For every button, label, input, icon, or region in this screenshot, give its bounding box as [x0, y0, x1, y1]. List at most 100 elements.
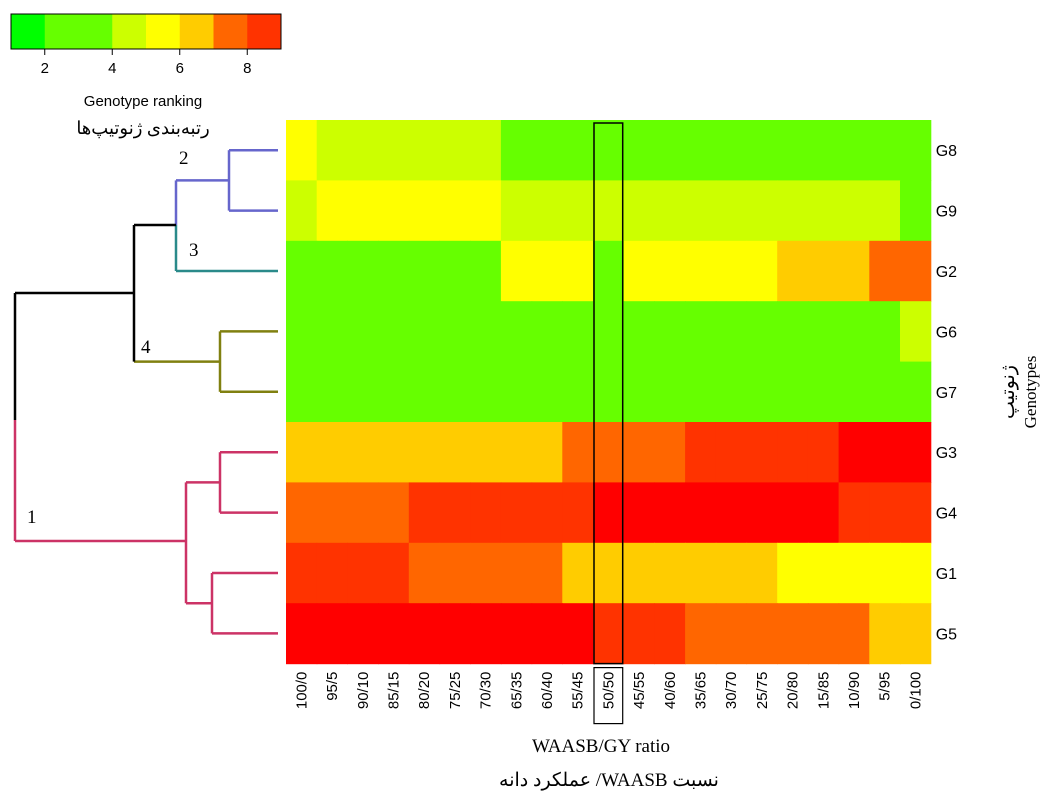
- heatmap-cell: [378, 180, 410, 242]
- heatmap-cell: [654, 120, 686, 181]
- heatmap-cell: [316, 120, 348, 181]
- heatmap-cell: [439, 603, 471, 665]
- heatmap-cell: [746, 120, 778, 181]
- heatmap-cell: [593, 422, 625, 483]
- heatmap-cell: [408, 120, 441, 181]
- heatmap-cell: [500, 361, 533, 423]
- heatmap-cell: [347, 542, 379, 604]
- heatmap-cell: [470, 120, 502, 181]
- heatmap-cell: [838, 301, 870, 363]
- heatmap-cell: [623, 542, 655, 604]
- heatmap-cell: [869, 422, 901, 483]
- column-label: 35/65: [692, 672, 709, 710]
- heatmap-cell: [715, 301, 748, 363]
- column-label: 40/60: [662, 672, 679, 710]
- heatmap-cell: [316, 361, 348, 423]
- color-key-swatch: [213, 14, 248, 49]
- heatmap-cell: [531, 482, 563, 544]
- column-label: 10/90: [846, 672, 863, 710]
- heatmap-cell: [531, 603, 563, 665]
- heatmap-cell: [562, 301, 594, 363]
- color-key: 2 4 6 8: [10, 13, 282, 77]
- heatmap-cell: [746, 180, 778, 242]
- heatmap-cell: [685, 482, 717, 544]
- color-key-swatch: [78, 14, 113, 49]
- row-label: G6: [936, 324, 957, 341]
- heatmap-cell: [347, 301, 379, 363]
- row-label: G2: [936, 264, 957, 281]
- heatmap-cell: [439, 240, 471, 302]
- heatmap-cell: [500, 240, 533, 302]
- heatmap-cell: [408, 482, 441, 544]
- heatmap-cell: [838, 422, 870, 483]
- heatmap-cell: [685, 240, 717, 302]
- heatmap-cell: [286, 542, 318, 604]
- column-label: 60/40: [539, 672, 556, 710]
- column-label: 85/15: [385, 672, 402, 710]
- heatmap-cell: [715, 542, 748, 604]
- heatmap-cell: [869, 361, 901, 423]
- heatmap-cell: [623, 180, 655, 242]
- heatmap-cell: [685, 120, 717, 181]
- heatmap-cell: [316, 422, 348, 483]
- heatmap-cell: [869, 301, 901, 363]
- heatmap-cell: [408, 542, 441, 604]
- heatmap-cell: [838, 361, 870, 423]
- column-label: 75/25: [447, 672, 464, 710]
- heatmap-cell: [286, 361, 318, 423]
- column-label: 80/20: [416, 672, 433, 710]
- heatmap-cell: [531, 180, 563, 242]
- heatmap-cell: [654, 301, 686, 363]
- heatmap-cell: [286, 180, 318, 242]
- heatmap-cell: [562, 240, 594, 302]
- heatmap-cell: [838, 120, 870, 181]
- column-label: 20/80: [785, 672, 802, 710]
- heatmap-cell: [900, 542, 932, 604]
- heatmap-cell: [807, 422, 840, 483]
- heatmap-cell: [838, 482, 870, 544]
- heatmap-cell: [900, 301, 932, 363]
- heatmap-cell: [777, 422, 809, 483]
- heatmap-cell: [500, 301, 533, 363]
- highlight-label-box: [593, 666, 624, 725]
- heatmap-cell: [500, 422, 533, 483]
- heatmap-cell: [378, 120, 410, 181]
- heatmap-cell: [408, 240, 441, 302]
- heatmap-cell: [715, 180, 748, 242]
- heatmap-cell: [562, 180, 594, 242]
- cluster-label: 3: [189, 240, 199, 261]
- heatmap-cell: [746, 301, 778, 363]
- color-key-swatch: [44, 14, 79, 49]
- heatmap-cell: [378, 482, 410, 544]
- heatmap-cell: [593, 361, 625, 423]
- column-label: 90/10: [355, 672, 372, 710]
- heatmap-cell: [470, 240, 502, 302]
- heatmap-cell: [439, 180, 471, 242]
- heatmap-cell: [593, 603, 625, 665]
- heatmap-cell: [593, 542, 625, 604]
- column-labels: 100/0 95/5 90/10 85/15 80/20 75/25 70/30 65/35 6…: [293, 672, 924, 710]
- heatmap-cell: [470, 361, 502, 423]
- heatmap-cell: [623, 240, 655, 302]
- heatmap-cell: [378, 240, 410, 302]
- heatmap-cell: [316, 240, 348, 302]
- heatmap-cell: [439, 361, 471, 423]
- heatmap-cell: [286, 603, 318, 665]
- cluster-label: 4: [141, 337, 151, 358]
- heatmap-cell: [685, 422, 717, 483]
- color-key-tick-label: 4: [108, 60, 116, 77]
- heatmap-cell: [777, 240, 809, 302]
- heatmap-cell: [593, 180, 625, 242]
- heatmap-cell: [838, 603, 870, 665]
- heatmap-cell: [286, 120, 318, 181]
- heatmap-cell: [531, 301, 563, 363]
- heatmap-cell: [562, 361, 594, 423]
- column-label: 25/75: [754, 672, 771, 710]
- heatmap-cell: [562, 482, 594, 544]
- heatmap-cell: [715, 120, 748, 181]
- color-key-border: [10, 13, 282, 50]
- heatmap-cell: [777, 542, 809, 604]
- heatmap-cell: [531, 542, 563, 604]
- heatmap-cell: [531, 422, 563, 483]
- column-label: 0/100: [907, 672, 924, 710]
